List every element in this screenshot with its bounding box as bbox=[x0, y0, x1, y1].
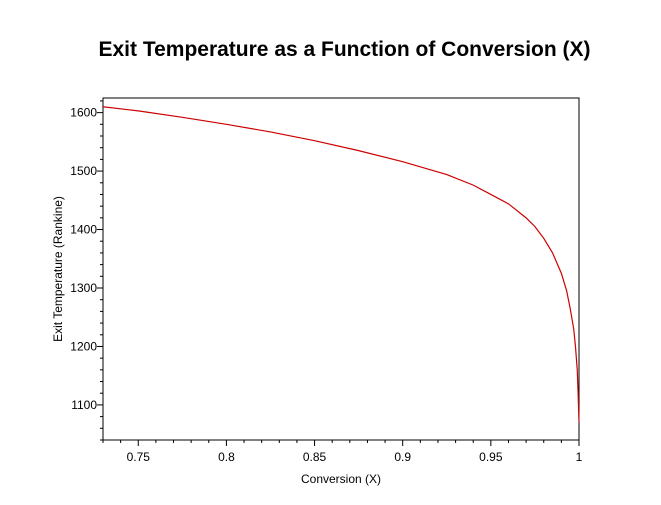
y-tick-label: 1500 bbox=[70, 164, 97, 178]
chart-title: Exit Temperature as a Function of Conver… bbox=[98, 38, 591, 61]
y-tick-label: 1600 bbox=[70, 106, 97, 120]
x-axis: 0.75 0.8 0.85 0.9 0.95 1 bbox=[102, 440, 583, 464]
y-tick-label: 1400 bbox=[70, 223, 97, 237]
y-tick-label: 1100 bbox=[71, 398, 97, 412]
series-line bbox=[102, 106, 580, 423]
y-axis: 1100 1200 1300 1400 1500 1600 bbox=[70, 100, 103, 441]
x-tick-label: 1 bbox=[576, 450, 583, 464]
x-axis-label: Conversion (X) bbox=[301, 472, 381, 486]
plot-frame bbox=[102, 97, 580, 441]
x-tick-label: 0.75 bbox=[127, 450, 151, 464]
x-tick-label: 0.9 bbox=[394, 450, 411, 464]
x-tick-label: 0.95 bbox=[479, 450, 503, 464]
x-tick-label: 0.85 bbox=[303, 450, 327, 464]
x-tick-label: 0.8 bbox=[218, 450, 235, 464]
y-tick-label: 1200 bbox=[70, 339, 97, 353]
y-axis-label: Exit Temperature (Rankine) bbox=[51, 196, 65, 342]
y-tick-label: 1300 bbox=[70, 281, 97, 295]
